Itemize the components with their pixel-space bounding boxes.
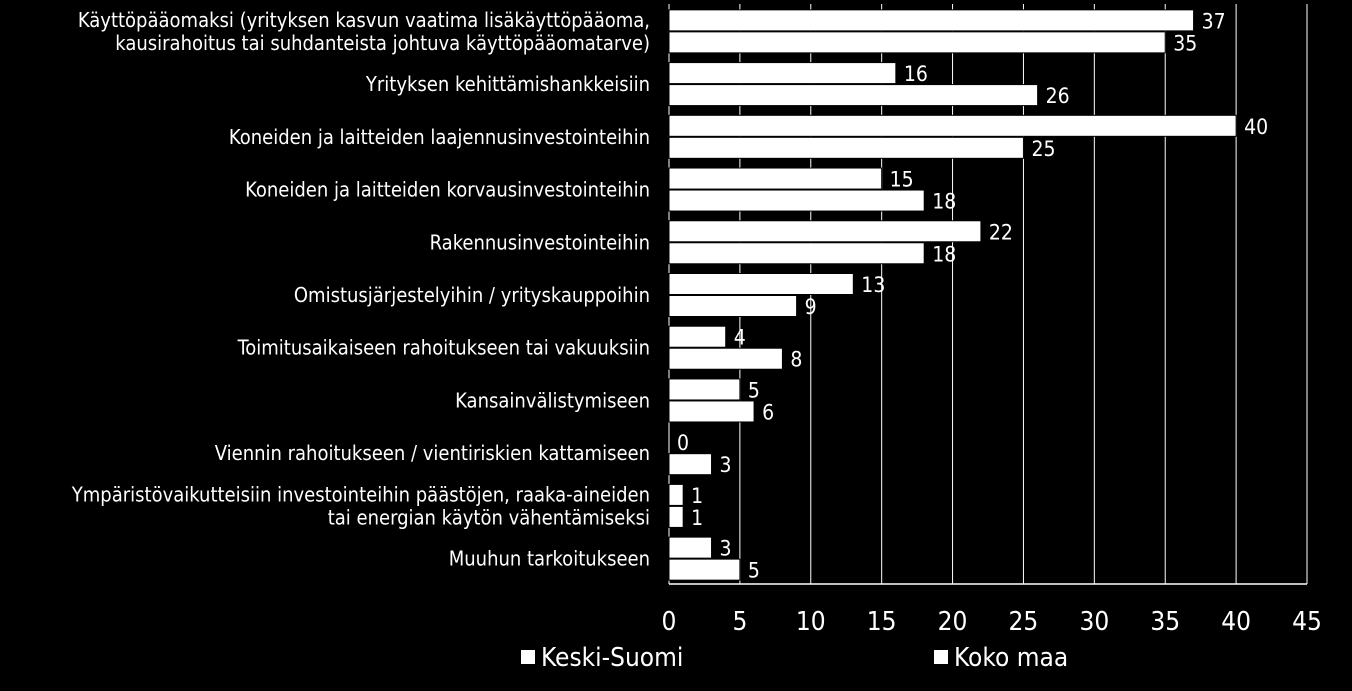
bar-koko-maa [668, 505, 684, 528]
bar-keski-suomi [668, 325, 727, 348]
x-tick-label: 35 [1150, 607, 1180, 637]
bar-keski-suomi [668, 483, 684, 506]
data-label: 5 [748, 559, 760, 583]
data-label: 18 [932, 242, 956, 266]
category-label: Toimitusaikaiseen rahoitukseen tai vakuu… [237, 336, 650, 360]
bar-koko-maa [668, 400, 755, 423]
x-tick-label: 45 [1292, 607, 1322, 637]
category-label: Ympäristövaikutteisiin investointeihin p… [71, 482, 650, 506]
legend-label: Keski-Suomi [541, 643, 683, 673]
bar-koko-maa [668, 136, 1024, 159]
bar-koko-maa [668, 242, 925, 265]
category-label: kausirahoitus tai suhdanteista johtuva k… [115, 31, 650, 55]
data-label: 1 [691, 506, 703, 530]
x-tick-label: 5 [732, 607, 747, 637]
data-label: 15 [890, 168, 914, 192]
data-label: 3 [720, 453, 732, 477]
bar-keski-suomi [668, 378, 741, 401]
legend-swatch [521, 650, 535, 664]
category-label: Rakennusinvestointeihin [430, 230, 650, 254]
bar-keski-suomi [668, 62, 897, 85]
data-label: 22 [989, 220, 1013, 244]
x-tick-label: 10 [796, 607, 826, 637]
data-label: 6 [762, 400, 774, 424]
bar-koko-maa [668, 84, 1039, 107]
bar-koko-maa [668, 347, 783, 370]
data-label: 3 [720, 537, 732, 561]
bar-keski-suomi [668, 273, 854, 295]
data-label: 35 [1173, 31, 1197, 55]
category-label: Muuhun tarkoitukseen [449, 547, 650, 571]
data-label: 13 [861, 273, 885, 297]
category-label: Koneiden ja laitteiden korvausinvestoint… [245, 178, 650, 202]
bar-keski-suomi [668, 9, 1195, 32]
category-label: Viennin rahoitukseen / vientiriskien kat… [215, 441, 650, 465]
bar-koko-maa [668, 558, 741, 581]
bar-koko-maa [668, 295, 798, 317]
data-label: 1 [691, 484, 703, 508]
data-label: 40 [1244, 115, 1268, 139]
category-label: tai energian käytön vähentämiseksi [328, 505, 650, 529]
data-label: 16 [904, 62, 928, 86]
data-label: 5 [748, 378, 760, 402]
bar-keski-suomi [668, 536, 713, 559]
category-label: Kansainvälistymiseen [455, 388, 650, 412]
legend-swatch [934, 650, 948, 664]
bar-koko-maa [668, 189, 925, 212]
x-tick-label: 15 [867, 607, 897, 637]
data-label: 9 [805, 295, 817, 319]
bar-koko-maa [668, 31, 1166, 54]
x-tick-label: 25 [1009, 607, 1039, 637]
category-label: Koneiden ja laitteiden laajennusinvestoi… [229, 125, 650, 149]
data-label: 4 [734, 326, 746, 350]
data-label: 26 [1046, 84, 1070, 108]
x-tick-label: 40 [1221, 607, 1251, 637]
category-label: Omistusjärjestelyihin / yrityskauppoihin [294, 283, 650, 307]
x-tick-label: 30 [1079, 607, 1109, 637]
data-label: 25 [1031, 137, 1055, 161]
x-tick-label: 20 [938, 607, 968, 637]
legend-label: Koko maa [954, 643, 1068, 673]
category-label: Yrityksen kehittämishankkeisiin [365, 72, 650, 96]
bar-koko-maa [668, 453, 713, 476]
x-tick-label: 0 [662, 607, 677, 637]
data-label: 37 [1202, 9, 1226, 33]
bar-keski-suomi [668, 167, 883, 190]
bar-keski-suomi [668, 114, 1237, 137]
data-label: 8 [790, 348, 802, 372]
category-label: Käyttöpääomaksi (yrityksen kasvun vaatim… [78, 8, 650, 32]
data-label: 18 [932, 190, 956, 214]
data-label: 0 [677, 431, 689, 455]
bar-keski-suomi [668, 220, 982, 243]
